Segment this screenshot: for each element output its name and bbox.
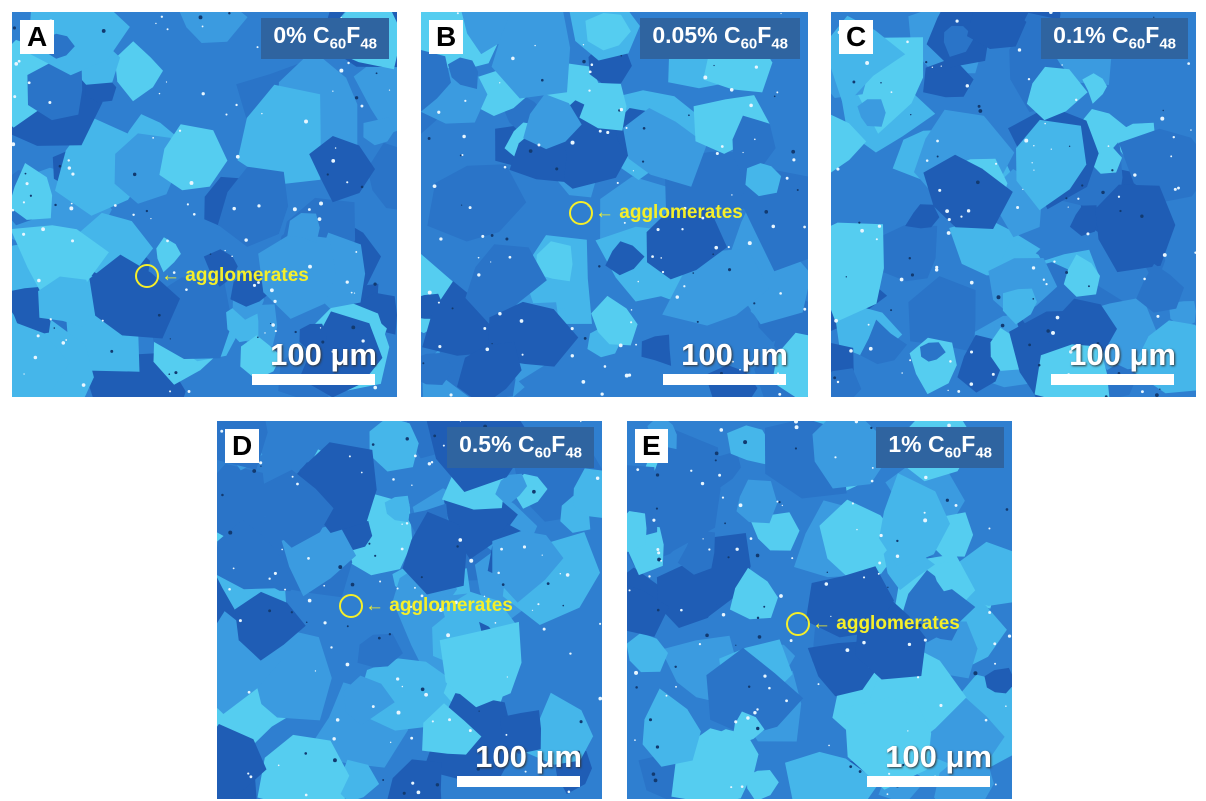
label-text: F (961, 431, 975, 457)
label-text: F (551, 431, 565, 457)
label-text: 0.5% C (459, 431, 534, 457)
panel-label: 0.05% C60F48 (640, 18, 800, 59)
label-text: 0.1% C (1053, 22, 1128, 48)
panel-letter: E (635, 429, 668, 463)
panel-letter: C (839, 20, 873, 54)
annotation: ← agglomerates (569, 201, 743, 225)
label-sub: 60 (1129, 36, 1146, 53)
annotation-text: ← agglomerates (161, 265, 309, 287)
label-text: F (757, 22, 771, 48)
scale-bar (457, 776, 580, 787)
panel-label: 0.5% C60F48 (447, 427, 594, 468)
annotation: ← agglomerates (339, 594, 513, 618)
annotation-text: ← agglomerates (365, 595, 513, 617)
panel-label: 1% C60F48 (876, 427, 1004, 468)
label-sub: 48 (771, 36, 788, 53)
annotation-text: ← agglomerates (812, 613, 960, 635)
label-text: 1% C (888, 431, 944, 457)
marker-circle (135, 264, 159, 288)
scale-label: 100 μm (270, 337, 377, 373)
label-sub: 60 (535, 445, 552, 462)
annotation-text: ← agglomerates (595, 202, 743, 224)
micrograph-panel: B 0.05% C60F48 ← agglomerates 100 μm (421, 12, 808, 397)
label-sub: 60 (741, 36, 758, 53)
panel-label: 0.1% C60F48 (1041, 18, 1188, 59)
scale-bar (867, 776, 990, 787)
figure: A0% C60F48← agglomerates100 μmB0.05% C60… (0, 0, 1206, 801)
label-text: F (1145, 22, 1159, 48)
micrograph-panel: D 0.5% C60F48 ← agglomerates 100 μm (217, 421, 602, 799)
micrograph-panel: A 0% C60F48 ← agglomerates 100 μm (12, 12, 397, 397)
annotation: ← agglomerates (786, 612, 960, 636)
scale-label: 100 μm (681, 337, 788, 373)
marker-circle (786, 612, 810, 636)
marker-circle (569, 201, 593, 225)
label-sub: 48 (565, 445, 582, 462)
micrograph-panel: E 1% C60F48 ← agglomerates 100 μm (627, 421, 1012, 799)
panel-letter: B (429, 20, 463, 54)
scale-label: 100 μm (475, 739, 582, 775)
scale-bar (1051, 374, 1174, 385)
annotation: ← agglomerates (135, 264, 309, 288)
label-sub: 48 (975, 445, 992, 462)
scale-bar (252, 374, 375, 385)
panel-label: 0% C60F48 (261, 18, 389, 59)
scale-bar (663, 374, 786, 385)
label-sub: 60 (330, 36, 347, 53)
label-sub: 48 (1159, 36, 1176, 53)
label-text: 0% C (273, 22, 329, 48)
scale-label: 100 μm (885, 739, 992, 775)
panel-letter: D (225, 429, 259, 463)
label-text: 0.05% C (652, 22, 740, 48)
label-sub: 60 (945, 445, 962, 462)
marker-circle (339, 594, 363, 618)
label-text: F (346, 22, 360, 48)
panel-letter: A (20, 20, 54, 54)
label-sub: 48 (360, 36, 377, 53)
micrograph-panel: C 0.1% C60F48 100 μm (831, 12, 1196, 397)
scale-label: 100 μm (1069, 337, 1176, 373)
